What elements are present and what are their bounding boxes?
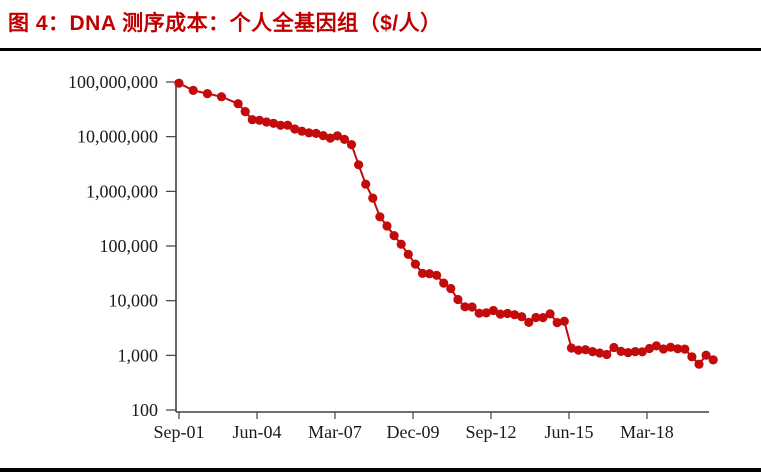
y-tick-label: 1,000: [118, 345, 159, 365]
data-point-marker: [701, 350, 711, 360]
data-point-marker: [658, 344, 669, 354]
data-point-marker: [368, 193, 378, 203]
data-point-marker: [545, 309, 555, 319]
data-point-marker: [538, 313, 548, 323]
data-point-marker: [432, 270, 442, 280]
axes: [175, 80, 709, 413]
y-tick-label: 100: [131, 400, 158, 420]
x-tick-label: Jun-15: [544, 422, 593, 442]
cost-line: [178, 82, 714, 366]
data-point-marker: [673, 344, 683, 354]
data-point-marker: [389, 231, 399, 241]
data-point-marker: [588, 347, 598, 357]
data-point-marker: [216, 92, 227, 102]
data-point-marker: [517, 312, 527, 322]
data-point-marker: [488, 305, 498, 316]
data-point-marker: [318, 131, 328, 141]
data-point-marker: [651, 341, 662, 351]
x-tick-label: Mar-07: [308, 422, 362, 442]
data-point-marker: [332, 131, 342, 141]
data-point-marker: [247, 115, 257, 125]
data-point-marker: [410, 259, 420, 269]
data-point-marker: [424, 269, 435, 279]
data-point-marker: [609, 342, 619, 353]
data-point-marker: [261, 117, 272, 127]
data-point-marker: [403, 249, 413, 259]
y-tick-label: 10,000: [109, 291, 159, 311]
data-point-marker: [524, 317, 534, 327]
data-point-marker: [202, 89, 212, 99]
y-tick-label: 1,000,000: [86, 181, 158, 201]
cost-series: [174, 78, 718, 369]
data-point-marker: [297, 126, 307, 136]
figure-title: 图 4：DNA 测序成本：个人全基因组（$/人）: [8, 12, 442, 35]
data-point-marker: [375, 212, 385, 222]
x-tick-label: Sep-12: [465, 422, 516, 442]
y-tick-labels: 100,000,000 10,000,000 1,000,000 100,000 10,…: [68, 72, 158, 420]
data-point-marker: [566, 343, 577, 353]
x-tick-label: Jun-04: [232, 422, 281, 442]
data-point-marker: [382, 221, 392, 231]
data-point-marker: [708, 355, 718, 365]
data-point-marker: [630, 347, 640, 357]
data-point-marker: [188, 85, 198, 95]
data-point-marker: [467, 302, 477, 312]
data-point-marker: [276, 120, 286, 130]
data-point-marker: [311, 128, 321, 138]
data-point-marker: [509, 310, 520, 320]
data-point-marker: [495, 309, 505, 319]
x-tick-label: Sep-01: [154, 422, 205, 442]
title-divider-line: [0, 48, 761, 51]
data-point-marker: [552, 318, 562, 328]
data-point-marker: [417, 268, 428, 278]
data-point-marker: [623, 348, 633, 358]
data-point-marker: [304, 128, 314, 138]
data-point-marker: [666, 342, 676, 352]
data-point-marker: [602, 349, 612, 360]
data-point-marker: [573, 345, 584, 355]
data-point-marker: [446, 283, 456, 294]
y-tick-label: 100,000,000: [68, 72, 158, 92]
data-point-marker: [453, 294, 463, 305]
data-point-marker: [637, 347, 647, 357]
y-tick-label: 10,000,000: [77, 127, 158, 147]
data-point-marker: [396, 239, 406, 249]
data-point-marker: [559, 316, 569, 326]
data-point-marker: [687, 352, 697, 362]
data-point-marker: [502, 308, 513, 319]
data-point-marker: [240, 107, 250, 117]
x-tick-marks: [178, 412, 648, 419]
data-point-marker: [268, 118, 279, 128]
x-tick-labels: Sep-01 Jun-04 Mar-07 Dec-09 Sep-12 Jun-15 Mar-…: [154, 422, 674, 442]
data-point-marker: [616, 346, 626, 356]
data-point-marker: [531, 312, 541, 323]
y-tick-label: 100,000: [100, 236, 159, 256]
data-point-marker: [474, 308, 484, 318]
data-point-marker: [460, 302, 470, 312]
data-point-marker: [354, 160, 364, 170]
data-point-marker: [290, 124, 300, 134]
data-point-marker: [580, 345, 591, 355]
x-tick-label: Dec-09: [387, 422, 440, 442]
data-point-marker: [174, 78, 184, 88]
data-point-marker: [694, 359, 704, 369]
data-point-marker: [439, 278, 449, 288]
data-point-marker: [283, 120, 293, 130]
data-point-marker: [346, 140, 357, 150]
x-tick-label: Mar-18: [620, 422, 674, 442]
y-tick-marks: [166, 81, 176, 411]
bottom-border-line: [0, 468, 761, 472]
data-point-marker: [481, 308, 491, 318]
data-point-marker: [325, 133, 335, 143]
data-point-marker: [339, 134, 350, 144]
data-point-marker: [644, 343, 655, 354]
data-point-marker: [361, 179, 371, 189]
data-point-marker: [233, 99, 243, 109]
data-point-marker: [595, 348, 605, 358]
data-point-marker: [254, 115, 264, 125]
data-point-marker: [680, 344, 690, 354]
